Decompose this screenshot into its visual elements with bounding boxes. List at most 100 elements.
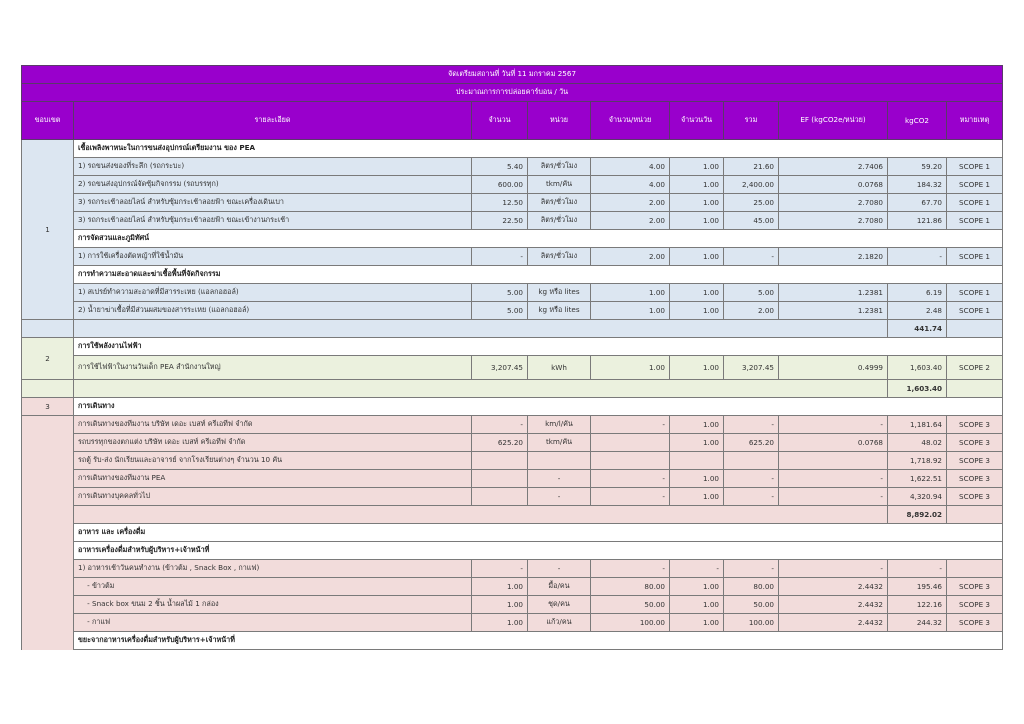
cell-detail: - กาแฟ [73, 613, 472, 632]
subtotal-kgco2: 1,603.40 [887, 379, 947, 398]
cell-days: 1.00 [669, 247, 724, 266]
cell-days: 1.00 [669, 487, 724, 506]
cell-total [723, 451, 779, 470]
header-row: ขอบเขต รายละเอียด จำนวน หน่วย จำนวน/หน่ว… [21, 101, 1004, 140]
cell-days: 1.00 [669, 157, 724, 176]
cell-note: SCOPE 3 [945, 415, 1004, 434]
cell-detail: 3) รถกระเช้าลอยไลน์ สำหรับซุ้มกระเช้าลอย… [73, 211, 472, 230]
cell-note [945, 559, 1004, 578]
cell-qty [471, 451, 528, 470]
cell-ef: 2.7406 [778, 157, 888, 176]
cell-days: 1.00 [669, 193, 724, 212]
col-header-qty: จำนวน [471, 101, 528, 140]
cell-per-unit: 1.00 [590, 355, 670, 380]
table-row: 2) รถขนส่งอุปกรณ์จัดซุ้มกิจกรรม (รถบรรทุ… [22, 175, 1004, 194]
cell-kgco2: 1,181.64 [887, 415, 947, 434]
cell-detail: 2) รถขนส่งอุปกรณ์จัดซุ้มกิจกรรม (รถบรรทุ… [73, 175, 472, 194]
subtotal-row: 8,892.02 [22, 505, 1004, 524]
cell-ef: 0.0768 [778, 175, 888, 194]
cell-unit: kg หรือ lites [527, 301, 591, 320]
cell-total: 2.00 [723, 301, 779, 320]
table-row: 1) สเปรย์ทำความสะอาดที่มีสารระเหย (แอลกอ… [22, 283, 1004, 302]
cell-per-unit: - [590, 487, 670, 506]
section-heading-row: 1 เชื้อเพลิงพาหนะในการขนส่งอุปกรณ์เตรียมง… [21, 139, 1004, 320]
cell-total: - [723, 469, 779, 488]
cell-unit: - [527, 469, 591, 488]
cell-days: 1.00 [669, 613, 724, 632]
cell-qty: 12.50 [471, 193, 528, 212]
section-heading-row: อาหารเครื่องดื่มสำหรับผู้บริหาร+เจ้าหน้า… [22, 541, 1004, 560]
table-row: 1) อาหารเช้าวันคนทำงาน (ข้าวต้ม , Snack … [22, 559, 1004, 578]
scope-cell: 3 [21, 397, 74, 416]
scope-cell-blank [21, 319, 74, 338]
cell-ef: - [778, 487, 888, 506]
cell-kgco2: - [887, 559, 947, 578]
cell-detail: 1) การใช้เครื่องตัดหญ้าที่ใช้น้ำมัน [73, 247, 472, 266]
cell-ef: 0.4999 [778, 355, 888, 380]
cell-ef: - [778, 559, 888, 578]
cell-kgco2: 1,603.40 [887, 355, 947, 380]
cell-unit: ชุด/คน [527, 595, 591, 614]
cell-unit: ลิตร/ชั่วโมง [527, 193, 591, 212]
cell-unit: kg หรือ lites [527, 283, 591, 302]
section-heading-row: 2 การใช้พลังงานไฟฟ้า [21, 337, 1004, 380]
cell-detail: 1) รถขนส่งของที่ระลึก (รถกระบะ) [73, 157, 472, 176]
cell-ef: 2.7080 [778, 193, 888, 212]
col-header-unit: หน่วย [527, 101, 591, 140]
cell-qty: 22.50 [471, 211, 528, 230]
table-row: รถตู้ รับ-ส่ง นักเรียนและอาจารย์ จากโรงเ… [22, 451, 1004, 470]
section-heading: ขยะจากอาหารเครื่องดื่มสำหรับผู้บริหาร+เจ… [72, 631, 1004, 650]
cell-total: 50.00 [723, 595, 779, 614]
table-row: 3) รถกระเช้าลอยไลน์ สำหรับซุ้มกระเช้าลอย… [22, 193, 1004, 212]
cell-unit: kWh [527, 355, 591, 380]
cell-ef: 1.2381 [778, 301, 888, 320]
cell-total: - [723, 487, 779, 506]
cell-total: 21.60 [723, 157, 779, 176]
cell-qty [471, 487, 528, 506]
cell-per-unit: 1.00 [590, 301, 670, 320]
cell-per-unit: 2.00 [590, 193, 670, 212]
cell-kgco2: 48.02 [887, 433, 947, 452]
cell-total: 80.00 [723, 577, 779, 596]
subtotal-row: 441.74 [21, 319, 1004, 338]
cell-days: 1.00 [669, 355, 724, 380]
cell-detail: 1) สเปรย์ทำความสะอาดที่มีสารระเหย (แอลกอ… [73, 283, 472, 302]
cell-note: SCOPE 2 [945, 355, 1004, 380]
cell-qty: 625.20 [471, 433, 528, 452]
cell-detail: 3) รถกระเช้าลอยไลน์ สำหรับซุ้มกระเช้าลอย… [73, 193, 472, 212]
table-row: 3) รถกระเช้าลอยไลน์ สำหรับซุ้มกระเช้าลอย… [22, 211, 1004, 230]
table-row: - กาแฟ 1.00 แก้ว/คน 100.00 1.00 100.00 2.4432 2… [22, 613, 1004, 632]
cell-note: SCOPE 1 [945, 193, 1004, 212]
cell-detail: - Snack box ขนม 2 ชิ้น น้ำผลไม้ 1 กล่อง [73, 595, 472, 614]
table-row: การเดินทางของทีมงาน บริษัท เดอะ เบสท์ คร… [21, 415, 1004, 650]
cell-note: SCOPE 1 [945, 301, 1004, 320]
cell-ef [778, 451, 888, 470]
section-heading: อาหาร และ เครื่องดื่ม [72, 523, 1004, 542]
cell-detail: การเดินทางของทีมงาน บริษัท เดอะ เบสท์ คร… [73, 415, 472, 434]
table-row: - ข้าวต้ม 1.00 มื้อ/คน 80.00 1.00 80.00 2.4432… [22, 577, 1004, 596]
cell-kgco2: 4,320.94 [887, 487, 947, 506]
cell-note: SCOPE 3 [945, 577, 1004, 596]
cell-days [669, 451, 724, 470]
col-header-scope: ขอบเขต [21, 101, 74, 140]
cell-note: SCOPE 3 [945, 451, 1004, 470]
cell-qty: 5.00 [471, 301, 528, 320]
cell-qty: 3,207.45 [471, 355, 528, 380]
section-heading: การจัดสวนและภูมิทัศน์ [72, 229, 1004, 248]
cell-note: SCOPE 3 [945, 595, 1004, 614]
cell-unit [527, 451, 591, 470]
scope-cell-blank [21, 379, 74, 398]
table-row: 1) การใช้เครื่องตัดหญ้าที่ใช้น้ำมัน - ลิตร… [22, 247, 1004, 266]
scope-cell-blank [21, 415, 74, 650]
subtotal-spacer [73, 319, 888, 338]
cell-total: 100.00 [723, 613, 779, 632]
section-heading: อาหารเครื่องดื่มสำหรับผู้บริหาร+เจ้าหน้า… [72, 541, 1004, 560]
subtotal-kgco2: 8,892.02 [887, 505, 947, 524]
cell-ef: 0.0768 [778, 433, 888, 452]
cell-days: 1.00 [669, 433, 724, 452]
cell-qty: 1.00 [471, 577, 528, 596]
sheet-title: จัดเตรียมสถานที่ วันที่ 11 มกราคม 2567 [20, 65, 1004, 84]
table-row: 2) น้ำยาฆ่าเชื้อที่มีส่วนผสมของสารระเหย … [22, 301, 1004, 320]
cell-detail: - ข้าวต้ม [73, 577, 472, 596]
cell-per-unit: - [590, 415, 670, 434]
